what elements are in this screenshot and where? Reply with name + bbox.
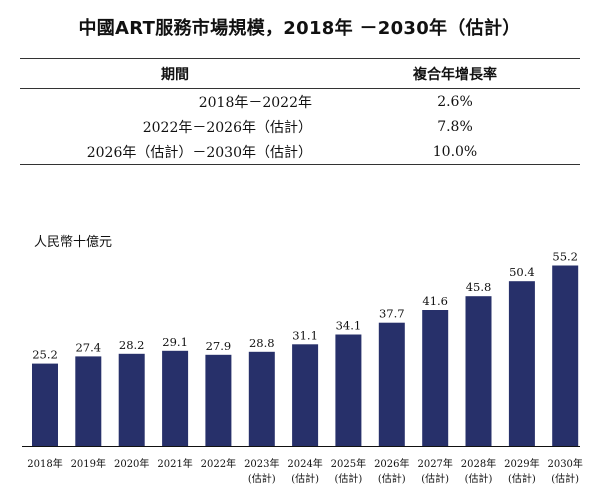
bar (378, 322, 405, 446)
x-tick-label: 2021年 (157, 457, 192, 470)
x-tick-note: (估計) (248, 472, 276, 485)
bar (75, 356, 102, 446)
cagr-table-row: 2022年－2026年（估計） 7.8% (20, 114, 580, 139)
x-tick-label: 2026年 (374, 457, 409, 470)
bar (335, 334, 362, 446)
bar (248, 351, 275, 446)
bar-value-label: 31.1 (292, 328, 318, 342)
label-group: 25.2 2018年 27.4 2019年 28.2 2020年 29.1 2021年 27.9… (27, 250, 583, 486)
x-tick-note: (估計) (334, 472, 362, 485)
bar-value-label: 29.1 (162, 335, 188, 349)
y-axis-unit-label: 人民幣十億元 (34, 235, 113, 250)
cagr-rate-cell: 2.6% (437, 93, 473, 110)
bar (162, 350, 189, 446)
x-tick-label: 2019年 (71, 457, 106, 470)
cagr-table: 期間 複合年增長率 2018年－2022年 2.6% 2022年－2026年（估… (20, 58, 580, 165)
x-tick-note: (估計) (378, 472, 406, 485)
x-tick-label: 2025年 (331, 457, 366, 470)
bar-value-label: 55.2 (552, 250, 578, 264)
x-tick-note: (估計) (421, 472, 449, 485)
cagr-table-header-row: 期間 複合年增長率 (20, 58, 580, 89)
bar-group (32, 265, 579, 446)
cagr-period-cell: 2018年－2022年 (198, 94, 312, 111)
x-tick-note: (估計) (508, 472, 536, 485)
x-tick-label: 2018年 (27, 457, 62, 470)
x-tick-note: (估計) (291, 472, 319, 485)
bar (118, 353, 145, 446)
bar-value-label: 28.8 (249, 336, 275, 350)
bar-value-label: 41.6 (422, 294, 448, 308)
bar-value-label: 45.8 (466, 280, 492, 294)
x-tick-label: 2029年 (504, 457, 539, 470)
cagr-header-period: 期間 (20, 58, 330, 89)
x-tick-label: 2022年 (201, 457, 236, 470)
x-tick-label: 2024年 (287, 457, 322, 470)
cagr-rate-cell: 7.8% (437, 118, 473, 135)
bar (292, 344, 319, 446)
bar (205, 354, 232, 446)
bar-value-label: 27.4 (75, 340, 101, 354)
x-tick-note: (估計) (465, 472, 493, 485)
cagr-period-cell: 2026年（估計）－2030年（估計） (20, 139, 330, 165)
bar (32, 363, 58, 446)
cagr-table-row: 2018年－2022年 2.6% (20, 89, 580, 115)
x-tick-label: 2030年 (547, 457, 582, 470)
x-tick-label: 2020年 (114, 457, 149, 470)
bar (552, 265, 579, 446)
bar-chart: 25.2 2018年 27.4 2019年 28.2 2020年 29.1 2021年 27.9… (22, 250, 583, 486)
cagr-period-cell: 2022年－2026年（估計） (142, 119, 312, 136)
chart-title: 中國ART服務市場規模，2018年 －2030年（估計） (78, 18, 521, 39)
bar-value-label: 50.4 (509, 265, 535, 279)
bar-value-label: 28.2 (119, 338, 145, 352)
bar (465, 296, 492, 446)
x-tick-label: 2027年 (417, 457, 452, 470)
bar-value-label: 27.9 (206, 339, 232, 353)
cagr-table-row: 2026年（估計）－2030年（估計） 10.0% (20, 139, 580, 165)
x-tick-note: (估計) (551, 472, 579, 485)
cagr-header-rate: 複合年增長率 (330, 58, 580, 89)
x-tick-label: 2028年 (461, 457, 496, 470)
bar-value-label: 37.7 (379, 307, 405, 321)
bar-value-label: 34.1 (336, 319, 362, 333)
cagr-rate-cell: 10.0% (330, 139, 580, 165)
bar-value-label: 25.2 (32, 348, 58, 362)
bar (422, 310, 449, 446)
x-tick-label: 2023年 (244, 457, 279, 470)
bar (508, 281, 535, 446)
